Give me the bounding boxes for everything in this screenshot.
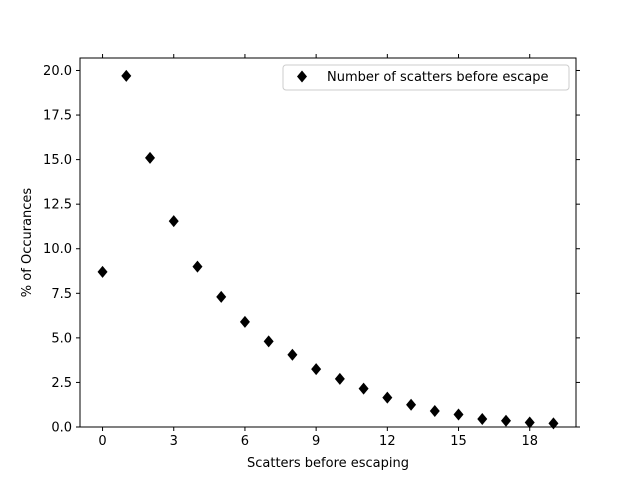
x-tick-label: 15 [450, 434, 467, 449]
y-tick-label: 15.0 [43, 153, 72, 168]
x-axis-label: Scatters before escaping [247, 456, 409, 471]
x-tick-label: 0 [98, 434, 106, 449]
data-point [406, 398, 417, 411]
data-point [334, 372, 345, 385]
data-point [524, 416, 535, 429]
y-tick-label: 5.0 [51, 331, 72, 346]
plot-frame [79, 57, 577, 428]
x-tick-label: 12 [379, 434, 396, 449]
x-tick-label: 3 [170, 434, 178, 449]
data-point [263, 335, 274, 348]
data-point [97, 265, 108, 278]
legend-label: Number of scatters before escape [327, 70, 548, 85]
y-tick-label: 7.5 [51, 287, 72, 302]
data-point [287, 348, 298, 361]
y-tick-label: 2.5 [51, 376, 72, 391]
data-point [121, 69, 132, 82]
legend-marker-diamond-icon [297, 70, 307, 83]
data-point [168, 215, 179, 228]
data-point [311, 363, 322, 376]
data-point [192, 260, 203, 273]
ticks-group: 0 3 6 9 12 15 18 0.0 2.5 5.0 7.5 10.0 12.5 15.0 17.5 20… [43, 54, 580, 449]
data-point [145, 151, 156, 164]
data-point [453, 408, 464, 421]
x-tick-label: 18 [521, 434, 538, 449]
legend-box [282, 64, 570, 91]
data-point [477, 412, 488, 425]
y-tick-label: 17.5 [43, 109, 72, 124]
x-tick-label: 9 [312, 434, 320, 449]
y-tick-label: 10.0 [43, 242, 72, 257]
y-tick-label: 20.0 [43, 64, 72, 79]
data-point [500, 414, 511, 427]
data-point [429, 404, 440, 417]
data-point [548, 417, 559, 430]
x-tick-label: 6 [241, 434, 249, 449]
plot-area [80, 58, 576, 427]
legend: Number of scatters before escape [282, 64, 570, 91]
data-point [239, 315, 250, 328]
data-point [358, 382, 369, 395]
y-tick-label: 0.0 [51, 421, 72, 436]
data-point [216, 290, 227, 303]
data-point [382, 391, 393, 404]
data-points-group [97, 69, 559, 430]
y-axis-label: % of Occurances [20, 188, 35, 298]
y-tick-label: 12.5 [43, 198, 72, 213]
